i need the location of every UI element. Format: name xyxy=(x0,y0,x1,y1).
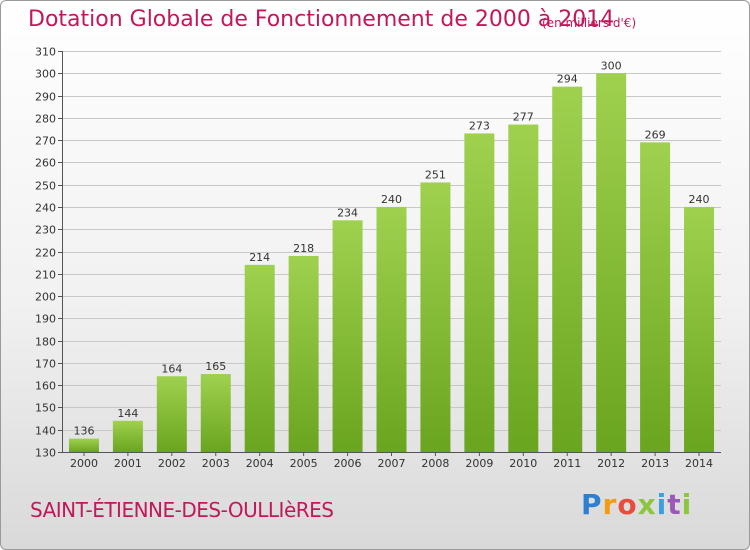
logo-letter: i xyxy=(681,488,693,521)
x-tick-label: 2013 xyxy=(641,457,669,470)
data-label: 269 xyxy=(645,128,666,141)
chart-unit: (en milliers d'€) xyxy=(542,16,637,30)
bar xyxy=(640,142,671,453)
x-tick-label: 2006 xyxy=(334,457,362,470)
data-label: 136 xyxy=(73,425,94,438)
x-tick-label: 2012 xyxy=(597,457,625,470)
x-tick-label: 2007 xyxy=(378,457,406,470)
bar xyxy=(288,255,319,452)
y-tick-label: 220 xyxy=(35,247,56,260)
data-label: 218 xyxy=(293,242,314,255)
y-tick-label: 210 xyxy=(35,269,56,282)
bar xyxy=(200,374,231,452)
x-tick-label: 2011 xyxy=(553,457,581,470)
y-tick-label: 230 xyxy=(35,224,56,237)
x-tick-label: 2004 xyxy=(246,457,274,470)
data-label: 240 xyxy=(689,193,710,206)
y-tick-label: 280 xyxy=(35,113,56,126)
logo-letter: x xyxy=(637,488,657,521)
axes: 130 140 150 160 170 180 190 200 210 220 230 240 250 2… xyxy=(35,46,721,470)
y-tick-label: 190 xyxy=(35,313,56,326)
data-label: 300 xyxy=(601,59,622,72)
bar xyxy=(596,73,627,453)
x-tick-label: 2009 xyxy=(465,457,493,470)
y-tick-label: 250 xyxy=(35,180,56,193)
commune-name: SAINT-ÉTIENNE-DES-OULLIèRES xyxy=(30,498,334,522)
y-tick-label: 150 xyxy=(35,402,56,415)
data-label: 164 xyxy=(161,362,182,375)
y-tick-label: 260 xyxy=(35,157,56,170)
y-tick-label: 300 xyxy=(35,68,56,81)
x-tick-label: 2002 xyxy=(158,457,186,470)
bar xyxy=(376,206,407,452)
bar xyxy=(684,206,715,452)
y-tick-label: 170 xyxy=(35,358,56,371)
logo-letter: i xyxy=(656,488,668,521)
logo-letter: t xyxy=(667,488,682,521)
x-tick-label: 2001 xyxy=(114,457,142,470)
bar xyxy=(112,420,143,452)
x-tick-label: 2010 xyxy=(509,457,537,470)
data-labels: 136 144 164 165 214 218 234 240 251 273 277 294 300 2… xyxy=(73,59,709,437)
bar xyxy=(420,182,451,452)
bar xyxy=(332,220,363,452)
bar xyxy=(68,438,99,452)
bar xyxy=(156,376,187,452)
x-tick-label: 2008 xyxy=(421,457,449,470)
data-label: 240 xyxy=(381,193,402,206)
y-tick-label: 270 xyxy=(35,135,56,148)
bars xyxy=(68,73,715,453)
logo-letter: r xyxy=(602,488,618,521)
data-label: 214 xyxy=(249,251,270,264)
data-label: 294 xyxy=(557,73,578,86)
y-tick-label: 200 xyxy=(35,291,56,304)
bar xyxy=(464,133,495,452)
data-label: 273 xyxy=(469,119,490,132)
y-tick-label: 310 xyxy=(35,46,56,59)
bar xyxy=(552,86,583,453)
data-label: 277 xyxy=(513,111,534,124)
x-tick-label: 2014 xyxy=(685,457,713,470)
x-tick-label: 2000 xyxy=(70,457,98,470)
y-tick-label: 130 xyxy=(35,447,56,460)
y-tick-label: 180 xyxy=(35,336,56,349)
data-label: 251 xyxy=(425,168,446,181)
data-label: 234 xyxy=(337,206,358,219)
bar xyxy=(244,264,275,452)
data-label: 144 xyxy=(117,407,138,420)
logo-letter: P xyxy=(581,488,603,521)
proxiti-logo[interactable]: Proxiti xyxy=(581,488,692,521)
bar xyxy=(508,124,539,453)
x-tick-label: 2003 xyxy=(202,457,230,470)
y-tick-label: 290 xyxy=(35,91,56,104)
y-tick-label: 160 xyxy=(35,380,56,393)
x-tick-label: 2005 xyxy=(290,457,318,470)
y-tick-label: 240 xyxy=(35,202,56,215)
data-label: 165 xyxy=(205,360,226,373)
y-tick-label: 140 xyxy=(35,425,56,438)
logo-letter: o xyxy=(617,488,638,521)
chart-title: Dotation Globale de Fonctionnement de 20… xyxy=(28,7,615,32)
